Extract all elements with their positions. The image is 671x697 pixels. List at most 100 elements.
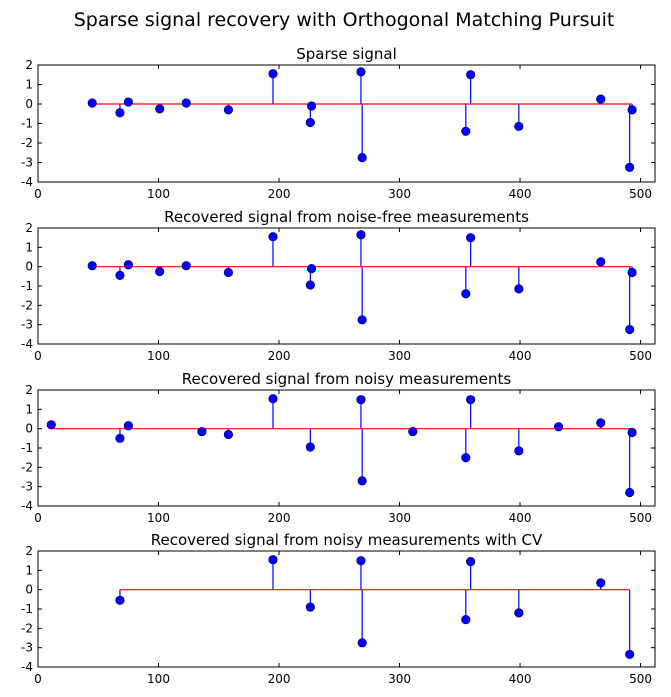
y-tick-label: 0 — [25, 260, 33, 274]
stem-marker — [46, 420, 56, 430]
x-tick-label: 200 — [268, 672, 291, 686]
stem-marker — [305, 280, 315, 290]
x-tick-label: 100 — [147, 187, 170, 201]
stem-marker — [123, 421, 133, 431]
stem-marker — [115, 595, 125, 605]
subplot-2: Recovered signal from noise-free measure… — [21, 208, 656, 363]
stem-marker — [197, 426, 207, 437]
y-tick-label: -4 — [21, 175, 33, 189]
y-tick-label: -4 — [21, 660, 33, 674]
stem-marker — [461, 615, 471, 625]
stem-marker — [596, 257, 606, 267]
y-tick-label: 0 — [25, 583, 33, 597]
stem-marker — [305, 442, 315, 452]
stem-marker — [306, 101, 317, 111]
stem-marker — [268, 69, 278, 79]
stem-marker — [514, 608, 524, 618]
stem-marker — [115, 270, 125, 280]
stem-marker — [306, 263, 317, 274]
stem-marker — [596, 94, 606, 104]
y-tick-label: -1 — [21, 441, 33, 455]
x-tick-label: 100 — [147, 511, 170, 525]
y-tick-label: 0 — [25, 97, 33, 111]
stem-marker — [268, 394, 278, 404]
stem-marker — [268, 232, 278, 242]
x-tick-label: 0 — [34, 349, 42, 363]
stem-marker — [596, 418, 606, 428]
x-tick-label: 400 — [509, 349, 532, 363]
subplot-1: Sparse signal 0 100 200 300 400 500 -4 -3 -2 -1 0 1 2 — [21, 45, 656, 201]
stem-marker — [181, 261, 191, 271]
x-tick-label: 300 — [388, 672, 411, 686]
stem-marker — [625, 649, 635, 660]
x-tick-label: 400 — [509, 511, 532, 525]
stem-marker — [115, 108, 125, 118]
y-tick-label: -4 — [21, 499, 33, 513]
x-tick-label: 100 — [147, 349, 170, 363]
stem-marker — [625, 162, 635, 172]
subplot-title: Sparse signal — [296, 45, 397, 63]
subplot-title: Recovered signal from noise-free measure… — [164, 208, 529, 226]
x-tick-label: 500 — [629, 349, 652, 363]
stem-marker — [461, 289, 471, 299]
stem-marker — [115, 433, 125, 443]
y-tick-label: 2 — [25, 383, 33, 397]
y-tick-label: -3 — [21, 641, 33, 655]
stem-marker — [356, 230, 366, 240]
y-tick-label: 1 — [25, 402, 33, 416]
stem-marker — [356, 395, 366, 405]
x-tick-label: 200 — [268, 187, 291, 201]
y-tick-label: -1 — [21, 602, 33, 616]
subplot-title: Recovered signal from noisy measurements… — [151, 531, 543, 549]
stem-marker — [466, 557, 476, 567]
y-tick-label: 1 — [25, 240, 33, 254]
stem-marker — [627, 105, 637, 115]
stem-marker — [87, 98, 97, 108]
x-tick-label: 400 — [509, 672, 532, 686]
y-tick-label: -3 — [21, 318, 33, 332]
stem-marker — [123, 260, 133, 270]
stem-marker — [357, 153, 367, 163]
x-tick-label: 0 — [34, 511, 42, 525]
y-tick-label: -4 — [21, 337, 33, 351]
x-tick-label: 300 — [388, 187, 411, 201]
stem-marker — [596, 578, 606, 588]
subplot-3: Recovered signal from noisy measurements… — [21, 370, 656, 525]
stem-marker — [627, 267, 637, 278]
stem-marker — [514, 121, 524, 132]
stem-marker — [553, 422, 564, 432]
y-tick-label: 0 — [25, 422, 33, 436]
stem-marker — [181, 98, 191, 108]
y-tick-label: -2 — [21, 621, 33, 635]
y-tick-label: -3 — [21, 480, 33, 494]
stem-marker — [305, 602, 315, 612]
stem-marker — [87, 261, 97, 271]
stem-marker — [466, 233, 476, 243]
x-tick-label: 500 — [629, 672, 652, 686]
stem-marker — [461, 126, 471, 136]
x-tick-label: 0 — [34, 187, 42, 201]
stem-marker — [408, 426, 418, 437]
stem-marker — [466, 70, 476, 80]
stem-marker — [357, 638, 367, 648]
stem-marker — [357, 476, 367, 486]
y-tick-label: -1 — [21, 279, 33, 293]
x-tick-label: 300 — [388, 349, 411, 363]
y-tick-label: 2 — [25, 544, 33, 558]
stem-marker — [514, 284, 524, 294]
x-tick-label: 200 — [268, 349, 291, 363]
y-tick-label: -2 — [21, 460, 33, 474]
stem-marker — [356, 556, 366, 566]
y-tick-label: -3 — [21, 156, 33, 170]
y-tick-label: 2 — [25, 58, 33, 72]
stem-marker — [155, 266, 165, 277]
y-tick-label: -2 — [21, 298, 33, 312]
x-tick-label: 400 — [509, 187, 532, 201]
x-tick-label: 200 — [268, 511, 291, 525]
y-tick-label: 2 — [25, 221, 33, 235]
stem-marker — [155, 104, 165, 114]
stem-marker — [466, 395, 476, 405]
